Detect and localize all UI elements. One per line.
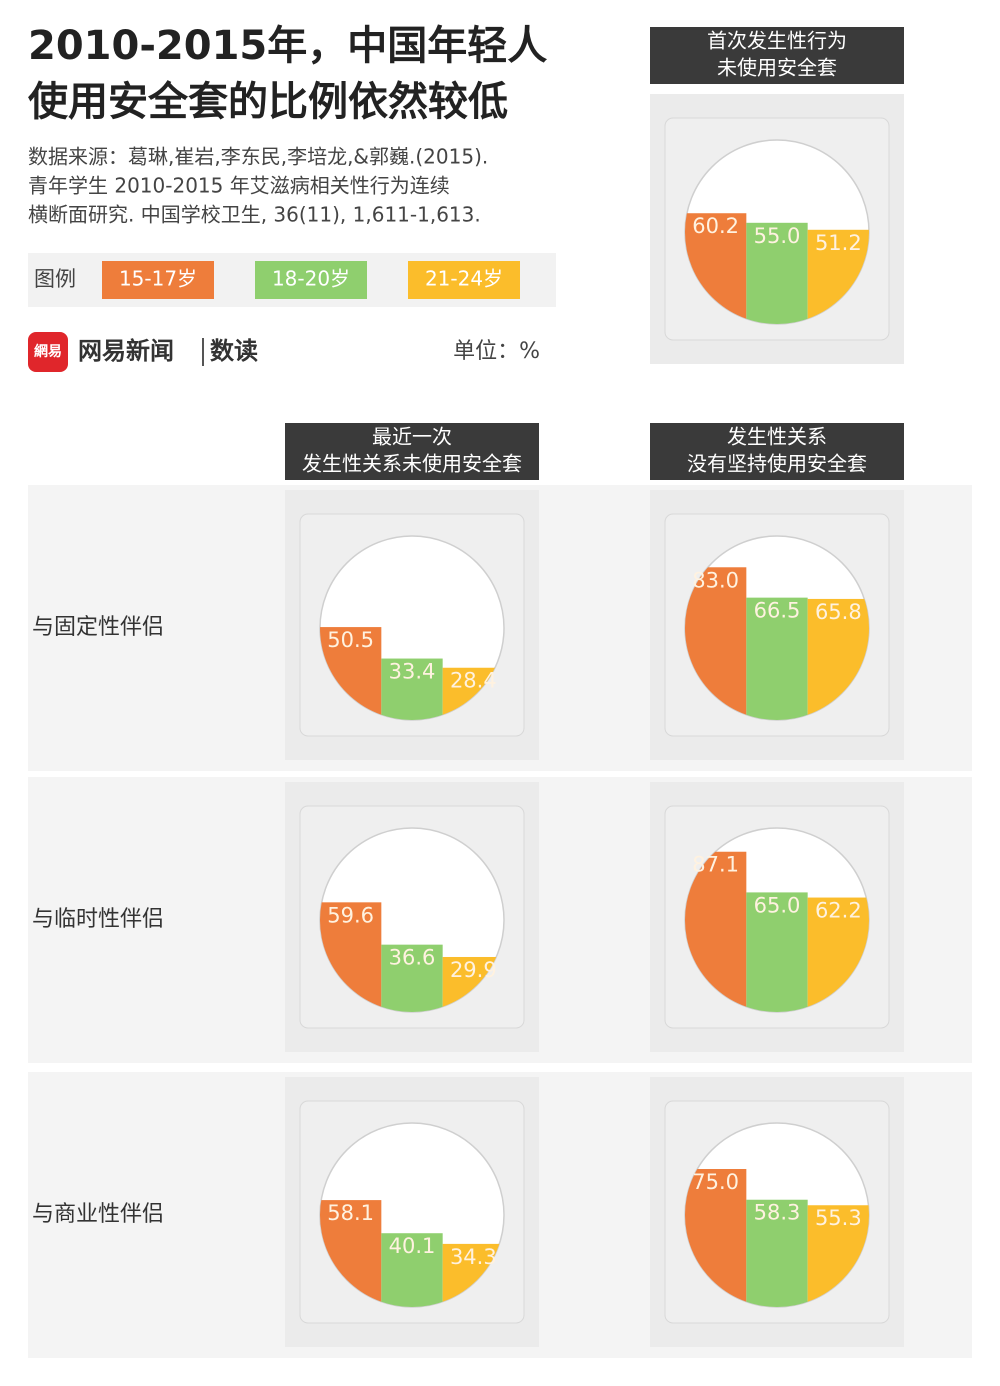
bar	[746, 1199, 808, 1307]
data-label: 75.0	[692, 1170, 739, 1194]
legend-swatch	[255, 261, 367, 299]
source-line: 横断面研究. 中国学校卫生, 36(11), 1,611-1,613.	[28, 203, 481, 227]
panel-header-text: 最近一次	[372, 425, 452, 449]
legend-swatch	[408, 261, 520, 299]
row-label: 与商业性伴侣	[32, 1202, 164, 1227]
row-label: 与临时性伴侣	[32, 907, 164, 932]
data-label: 55.0	[754, 224, 801, 248]
data-label: 87.1	[692, 853, 739, 877]
data-label: 36.6	[389, 946, 436, 970]
legend-item: 15-17岁	[119, 267, 197, 291]
data-label: 83.0	[692, 568, 739, 592]
brand-name: 网易新闻	[78, 337, 174, 365]
legend-item: 18-20岁	[272, 267, 350, 291]
data-label: 66.5	[754, 599, 801, 623]
data-label: 58.1	[327, 1201, 374, 1225]
brand-section: 数读	[210, 337, 258, 365]
data-label: 34.3	[450, 1245, 497, 1269]
data-label: 50.5	[327, 628, 374, 652]
panel-header	[650, 27, 904, 84]
data-label: 55.3	[815, 1206, 862, 1230]
data-label: 59.6	[327, 903, 374, 927]
unit: 单位：%	[453, 339, 540, 364]
source-line: 青年学生 2010-2015 年艾滋病相关性行为连续	[28, 174, 450, 198]
data-label: 58.3	[754, 1201, 801, 1225]
panel-header-text: 首次发生性行为	[707, 29, 847, 53]
data-label: 65.8	[815, 600, 862, 624]
data-label: 40.1	[389, 1234, 436, 1258]
data-label: 65.0	[754, 893, 801, 917]
bar	[381, 658, 443, 720]
panel-header-text: 没有坚持使用安全套	[687, 452, 867, 476]
panel-header-text: 发生性关系	[727, 425, 827, 449]
source-line: 数据来源：葛琳,崔岩,李东民,李培龙,&郭巍.(2015).	[28, 145, 488, 169]
data-label: 62.2	[815, 899, 862, 923]
bar	[381, 944, 443, 1012]
panel-header-text: 未使用安全套	[717, 56, 837, 80]
data-label: 51.2	[815, 231, 862, 255]
panel-header-text: 发生性关系未使用安全套	[302, 452, 522, 476]
title-line: 使用安全套的比例依然较低	[28, 79, 508, 125]
panel-header	[650, 423, 904, 480]
data-label: 60.2	[692, 214, 739, 238]
legend-item: 21-24岁	[425, 267, 503, 291]
title-line: 2010-2015年，中国年轻人	[28, 23, 547, 69]
data-label: 33.4	[389, 660, 436, 684]
row-label: 与固定性伴侣	[32, 615, 164, 640]
data-label: 29.9	[450, 958, 497, 982]
bar	[381, 1233, 443, 1307]
legend-swatch	[102, 261, 214, 299]
bar	[746, 597, 808, 720]
bar	[746, 222, 808, 324]
legend-label: 图例	[34, 267, 76, 291]
panel-header	[285, 423, 539, 480]
bar	[746, 892, 808, 1012]
logo	[28, 332, 68, 372]
data-label: 28.4	[450, 669, 497, 693]
logo-text: 網易	[34, 343, 62, 360]
